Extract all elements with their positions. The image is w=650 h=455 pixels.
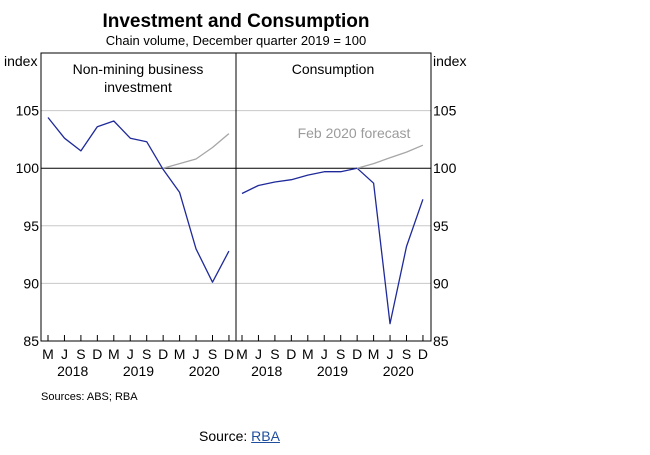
x-tick-label: M bbox=[368, 346, 380, 362]
investment-actual-line bbox=[47, 117, 230, 283]
y-tick-label-right: 105 bbox=[433, 103, 457, 119]
x-year-label: 2020 bbox=[383, 363, 414, 379]
chart-source: Sources: ABS; RBA bbox=[41, 391, 138, 403]
y-tick-label-left: 100 bbox=[16, 160, 40, 176]
consumption-actual-line bbox=[241, 167, 424, 325]
panel-title-consumption: Consumption bbox=[292, 61, 375, 77]
chart-figure: Investment and Consumption Chain volume,… bbox=[4, 11, 466, 403]
source-footer: Source: RBA bbox=[199, 428, 280, 444]
x-tick-label: M bbox=[108, 346, 120, 362]
x-tick-label: M bbox=[174, 346, 186, 362]
y-axis-left: 85 90 95 100 105 bbox=[16, 103, 40, 349]
x-tick-label: D bbox=[158, 346, 168, 362]
x-tick-label: J bbox=[255, 346, 262, 362]
chart-subtitle: Chain volume, December quarter 2019 = 10… bbox=[106, 33, 367, 48]
x-year-label: 2020 bbox=[189, 363, 220, 379]
y-axis-right: 85 90 95 100 105 bbox=[433, 103, 457, 349]
x-tick-label: D bbox=[224, 346, 234, 362]
panel-title-investment-line2: investment bbox=[104, 79, 172, 95]
y-tick-label-right: 85 bbox=[433, 333, 449, 349]
x-tick-label: S bbox=[208, 346, 217, 362]
source-link[interactable]: RBA bbox=[251, 428, 280, 444]
x-year-label: 2019 bbox=[123, 363, 154, 379]
x-tick-label: J bbox=[127, 346, 134, 362]
x-tick-label: S bbox=[142, 346, 151, 362]
consumption-forecast-line bbox=[356, 144, 424, 169]
x-year-label: 2018 bbox=[57, 363, 88, 379]
y-tick-label-left: 95 bbox=[23, 218, 39, 234]
x-tick-label: M bbox=[302, 346, 314, 362]
x-tick-label: J bbox=[193, 346, 200, 362]
x-tick-label: D bbox=[286, 346, 296, 362]
x-tick-label: D bbox=[418, 346, 428, 362]
y-axis-label-left: index bbox=[4, 53, 37, 69]
x-year-label: 2019 bbox=[317, 363, 348, 379]
panel-title-investment-line1: Non-mining business bbox=[73, 61, 204, 77]
forecast-annotation: Feb 2020 forecast bbox=[298, 125, 411, 141]
investment-forecast-line bbox=[162, 133, 230, 169]
x-tick-label: S bbox=[402, 346, 411, 362]
x-tick-label: J bbox=[61, 346, 68, 362]
x-tick-label: D bbox=[352, 346, 362, 362]
x-tick-label: M bbox=[42, 346, 54, 362]
y-tick-label-left: 85 bbox=[23, 333, 39, 349]
series-layer bbox=[47, 117, 424, 325]
x-tick-label: S bbox=[76, 346, 85, 362]
x-tick-label: D bbox=[92, 346, 102, 362]
y-tick-label-left: 105 bbox=[16, 103, 40, 119]
y-tick-label-left: 90 bbox=[23, 275, 39, 291]
x-tick-label: J bbox=[321, 346, 328, 362]
y-tick-label-right: 90 bbox=[433, 275, 449, 291]
x-tick-label: S bbox=[336, 346, 345, 362]
x-tick-label: S bbox=[270, 346, 279, 362]
y-axis-label-right: index bbox=[433, 53, 466, 69]
source-prefix: Source: bbox=[199, 428, 248, 444]
chart-title: Investment and Consumption bbox=[102, 11, 369, 32]
y-tick-label-right: 100 bbox=[433, 160, 457, 176]
x-year-label: 2018 bbox=[251, 363, 282, 379]
x-tick-label: J bbox=[387, 346, 394, 362]
y-tick-label-right: 95 bbox=[433, 218, 449, 234]
x-tick-label: M bbox=[236, 346, 248, 362]
